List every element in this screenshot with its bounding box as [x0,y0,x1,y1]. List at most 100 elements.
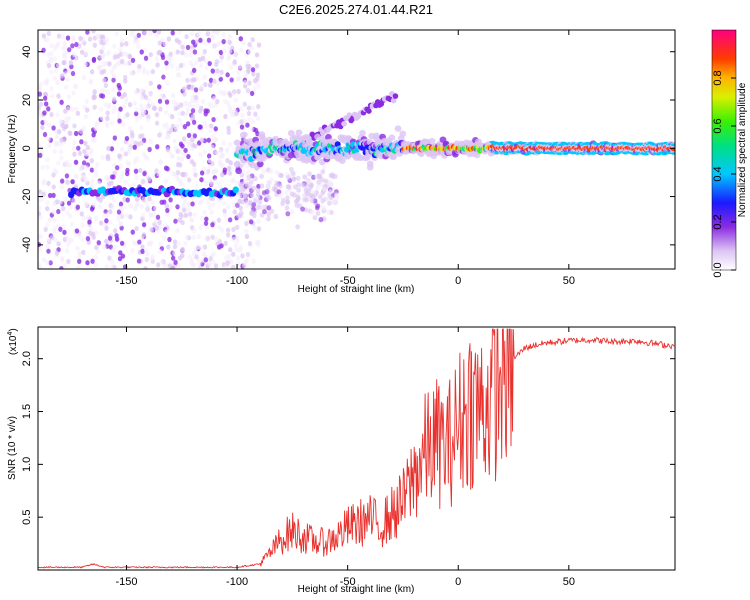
noise-point [214,136,219,143]
noise-point [187,201,192,207]
x-tick-label: -100 [226,275,248,287]
noise-point [148,92,153,98]
noise-point [150,69,156,75]
noise-point [164,64,169,71]
noise-point [143,55,149,61]
noise-point [225,100,231,107]
noise-point [87,36,93,42]
noise-point [72,52,77,58]
noise-point [178,255,183,261]
noise-point [46,248,51,254]
noise-point [249,90,255,96]
noise-point [256,226,262,232]
noise-point [154,112,160,118]
carrier-halo [359,129,366,137]
noise-point [227,253,232,259]
noise-point [198,37,203,43]
noise-point [129,31,134,37]
noise-point [249,209,255,215]
noise-point [105,155,111,161]
noise-point [332,200,338,206]
noise-point [178,62,184,69]
noise-point [154,120,160,126]
noise-point [180,44,186,50]
noise-point [187,211,193,217]
noise-point [330,173,336,180]
noise-point [45,206,50,212]
noise-point [206,153,212,159]
noise-point [296,187,302,193]
noise-point [175,176,180,182]
noise-point [119,174,124,180]
noise-point [200,55,206,62]
noise-point [155,144,160,150]
noise-point [169,63,174,69]
noise-point [318,217,324,223]
noise-point [104,37,110,43]
noise-point [98,93,104,99]
noise-point [139,106,145,112]
noise-point [130,139,135,145]
noise-point [84,177,89,183]
noise-point [115,53,121,59]
noise-point [206,137,211,143]
noise-point [49,86,54,92]
noise-point [199,170,205,176]
noise-point [165,211,170,217]
noise-point [137,64,142,70]
noise-point [100,154,105,160]
noise-point [109,68,115,74]
noise-point [175,65,181,72]
y-tick-label: -40 [21,237,33,253]
noise-point [130,229,135,235]
noise-point [207,261,212,267]
noise-point [145,117,151,123]
noise-point [174,37,180,43]
noise-point [59,178,65,184]
noise-point [139,87,144,94]
noise-point [186,142,192,148]
noise-point [74,174,79,180]
noise-point [225,146,230,152]
noise-point [51,192,56,198]
noise-point [90,178,95,184]
noise-point [72,123,77,129]
noise-point [195,103,200,109]
noise-point [58,149,64,155]
noise-point [94,171,99,177]
noise-point [49,235,55,241]
noise-point [218,76,223,82]
noise-point [274,180,280,186]
noise-point [182,152,187,158]
noise-point [199,215,204,221]
noise-point [175,228,180,234]
noise-point [237,199,243,205]
noise-point [144,256,150,263]
noise-point [46,106,51,112]
noise-point [70,179,75,185]
noise-point [169,265,175,269]
noise-point [77,258,82,264]
noise-point [138,114,143,120]
noise-point [166,244,171,250]
noise-point [62,263,68,269]
noise-point [181,207,187,213]
noise-point [123,96,129,102]
noise-point [43,101,49,107]
noise-point [107,61,112,67]
noise-point [136,43,141,49]
noise-point [196,234,202,240]
noise-point [228,64,233,70]
noise-point [80,236,85,243]
noise-point [266,195,272,201]
noise-point [88,150,93,156]
noise-point [56,41,61,47]
noise-point [227,107,233,114]
colorbar-tick-label: 0.4 [712,166,724,181]
noise-point [119,225,124,231]
y-tick-label: 2.0 [21,351,33,366]
noise-point [202,244,208,250]
noise-point [177,111,182,117]
noise-point [301,182,307,188]
noise-point [334,192,339,198]
